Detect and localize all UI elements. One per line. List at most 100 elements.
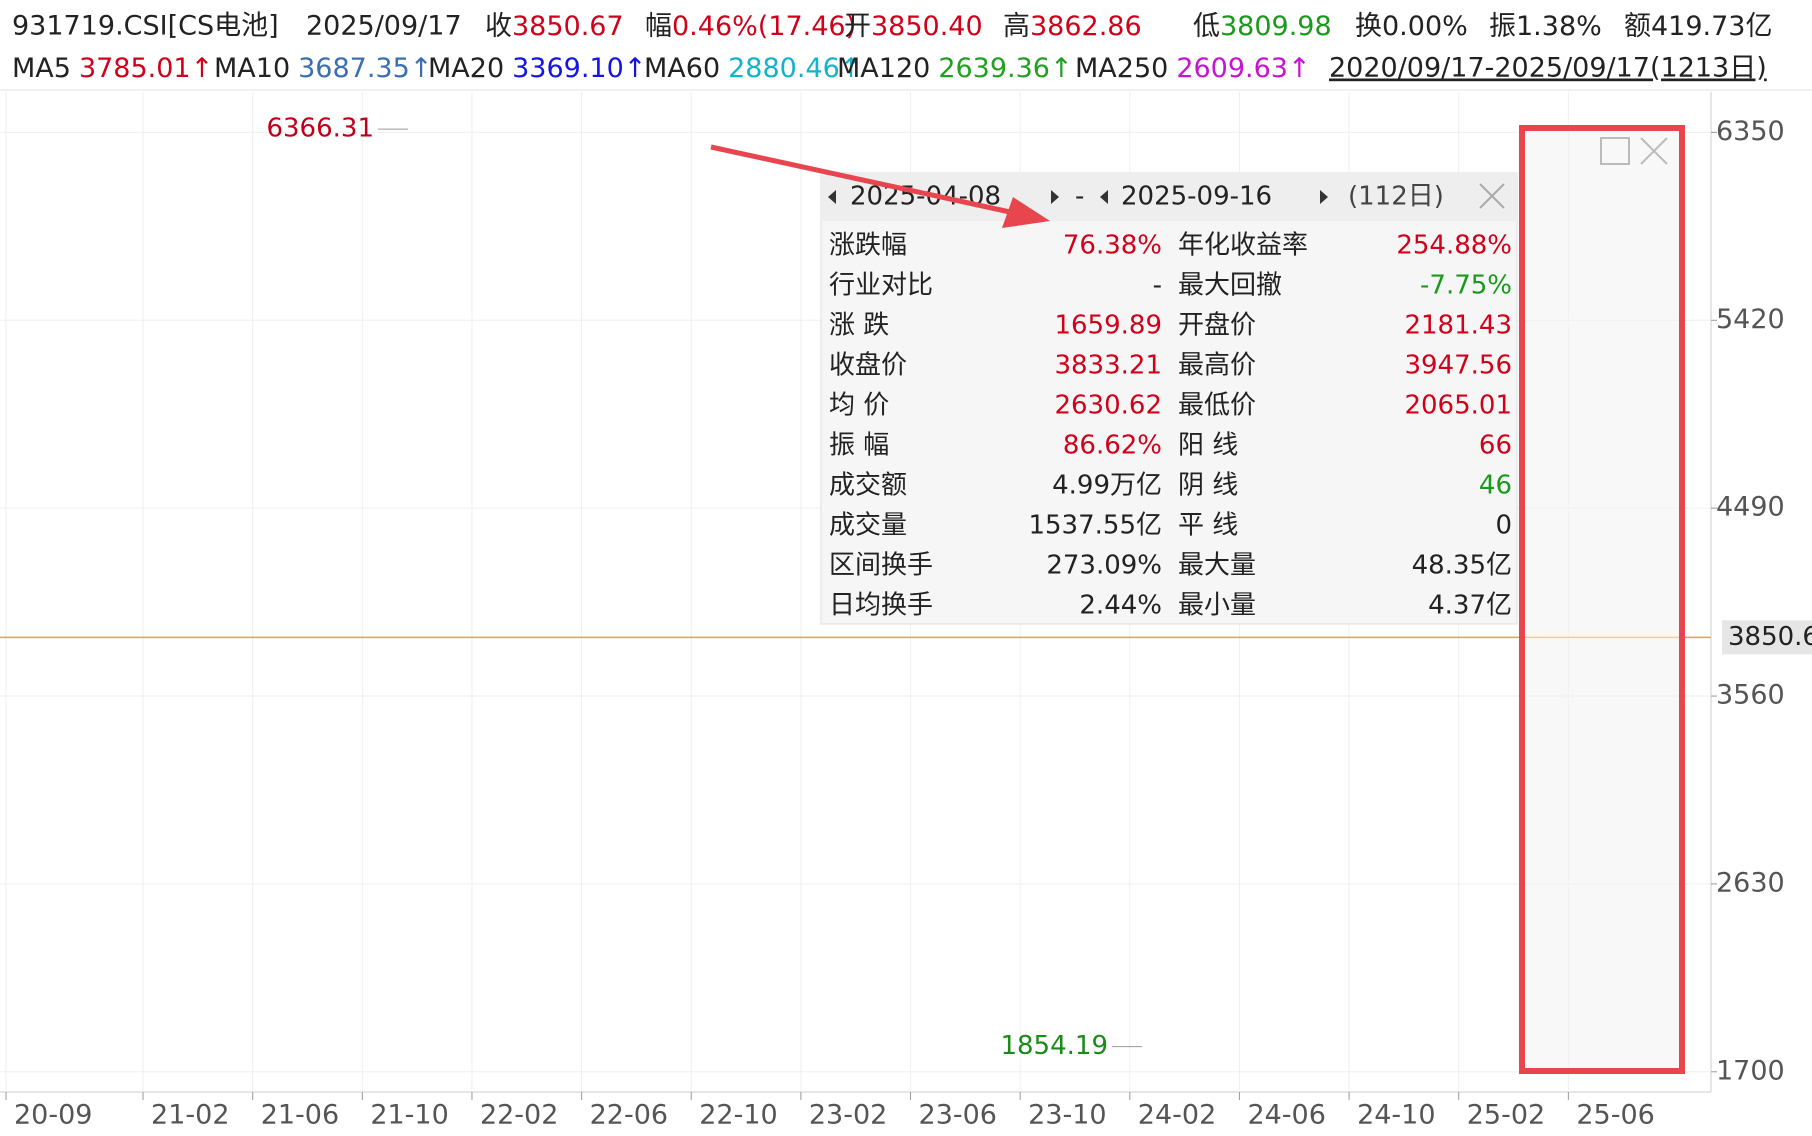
- x-tick-label: 22-06: [590, 1100, 668, 1131]
- quote-label: 高: [1003, 11, 1030, 42]
- ma-name: MA60: [644, 53, 720, 84]
- annotation-arrow: [710, 144, 1050, 228]
- stat-label: 阴 线: [1178, 471, 1238, 501]
- close-icon[interactable]: [1640, 137, 1668, 165]
- stat-value: 1659.89: [1054, 311, 1162, 341]
- quote-item: 开3850.40: [844, 11, 983, 42]
- y-tick-label: 2630: [1716, 867, 1785, 898]
- quote-value: 0.46%(17.46): [672, 11, 856, 42]
- ma-legend: MA20 3369.10↑: [428, 53, 646, 84]
- stat-value: 4.99万亿: [1052, 471, 1162, 501]
- stat-label: 收盘价: [829, 351, 907, 381]
- restore-icon[interactable]: [1600, 137, 1630, 165]
- stat-label: 开盘价: [1178, 311, 1256, 341]
- low-label: 1854.19: [1000, 1031, 1108, 1061]
- quote-item: 振1.38%: [1489, 11, 1602, 42]
- quote-label: 开: [844, 11, 871, 42]
- quote-value: 3862.86: [1030, 11, 1142, 42]
- stat-value: 48.35亿: [1412, 551, 1512, 581]
- stat-value: 66: [1479, 431, 1512, 461]
- quote-date: 2025/09/17: [306, 11, 462, 42]
- date-range[interactable]: 2020/09/17-2025/09/17(1213日): [1329, 53, 1767, 84]
- ma-legend: MA60 2880.46↑: [644, 53, 862, 84]
- x-tick-label: 24-10: [1357, 1100, 1435, 1131]
- ma-value: 3687.35↑: [298, 53, 432, 84]
- quote-label: 收: [485, 11, 512, 42]
- y-tick-label: 6350: [1716, 116, 1785, 147]
- index-code: 931719.CSI[CS电池]: [12, 11, 279, 42]
- stat-label: 日均换手: [829, 591, 933, 621]
- plot: 1700 2630 3560 4490 5420 6350 20-09 21-02 21-06 2…: [0, 92, 1812, 1131]
- panel-close[interactable]: [1479, 183, 1505, 209]
- ma-legend: MA10 3687.35↑: [214, 53, 432, 84]
- x-tick-label: 24-02: [1138, 1100, 1216, 1131]
- stat-label: 成交量: [829, 511, 907, 541]
- x-tick-label: 25-06: [1576, 1100, 1654, 1131]
- x-tick-label: 22-10: [699, 1100, 777, 1131]
- day-count: (112日): [1348, 182, 1444, 212]
- quote-label: 振: [1489, 11, 1516, 42]
- quote-item: 换0.00%: [1355, 11, 1468, 42]
- x-tick-label: 21-10: [370, 1100, 448, 1131]
- stats-panel: 2025-04-08-2025-09-16 (112日)涨跌幅 76.38% 年化收益…: [820, 172, 1518, 625]
- highlight-box: [1519, 125, 1685, 1074]
- stat-label: 最高价: [1178, 351, 1256, 381]
- stat-label: 年化收益率: [1178, 231, 1308, 261]
- stat-value: 3833.21: [1054, 351, 1162, 381]
- ma-name: MA250: [1075, 53, 1168, 84]
- x-tick-label: 20-09: [14, 1100, 92, 1131]
- stat-label: 成交额: [829, 471, 907, 501]
- y-tick-label: 3560: [1716, 680, 1785, 711]
- stat-label: 均 价: [829, 391, 889, 421]
- quote-item: 低3809.98: [1193, 11, 1332, 42]
- x-tick-label: 21-06: [261, 1100, 339, 1131]
- quote-value: 1.38%: [1516, 11, 1602, 42]
- x-tick-label: 23-10: [1028, 1100, 1106, 1131]
- quote-value: 3809.98: [1220, 11, 1332, 42]
- stat-label: 涨 跌: [829, 311, 889, 341]
- ma-legend: MA120 2639.36↑: [837, 53, 1073, 84]
- ma-name: MA10: [214, 53, 290, 84]
- quote-value: 3850.67: [512, 11, 624, 42]
- y-tick-label: 5420: [1716, 304, 1785, 335]
- ma-value: 2880.46↑: [728, 53, 862, 84]
- quote-item: 高3862.86: [1003, 11, 1142, 42]
- high-label: 6366.31: [266, 114, 374, 144]
- stat-value: 4.37亿: [1428, 591, 1512, 621]
- last-price-tag: [1722, 620, 1812, 655]
- stat-value: 1537.55亿: [1028, 511, 1162, 541]
- stat-label: 振 幅: [829, 431, 889, 461]
- quote-label: 低: [1193, 11, 1220, 42]
- ma-name: MA5: [12, 53, 71, 84]
- x-tick-label: 22-02: [480, 1100, 558, 1131]
- stat-label: 阳 线: [1178, 431, 1238, 461]
- y-tick-label: 4490: [1716, 492, 1785, 523]
- y-tick-label: 1700: [1716, 1055, 1785, 1086]
- x-tick-label: 25-02: [1467, 1100, 1545, 1131]
- stat-value: 86.62%: [1063, 431, 1162, 461]
- x-tick-label: 23-02: [809, 1100, 887, 1131]
- quote-item: 收3850.67: [485, 11, 624, 42]
- ma-value: 2639.36↑: [938, 53, 1072, 84]
- quote-label: 额: [1624, 11, 1651, 42]
- ma-legend: MA250 2609.63↑: [1075, 53, 1311, 84]
- stat-label: 最小量: [1178, 591, 1256, 621]
- end-date[interactable]: 2025-09-16: [1121, 182, 1272, 212]
- ma-value: 3785.01↑: [79, 53, 213, 84]
- stat-value: 2630.62: [1054, 391, 1162, 421]
- stat-value: 254.88%: [1396, 231, 1512, 261]
- date-separator: -: [1075, 182, 1084, 212]
- quote-value: 0.00%: [1382, 11, 1468, 42]
- ma-name: MA120: [837, 53, 930, 84]
- x-tick-label: 24-06: [1247, 1100, 1325, 1131]
- panel-frame: [820, 172, 1518, 625]
- stat-value: 46: [1479, 471, 1512, 501]
- overlay: [1519, 125, 1685, 1074]
- quote-item: 幅0.46%(17.46): [645, 11, 856, 42]
- stat-label: 区间换手: [829, 551, 933, 581]
- stat-value: 2065.01: [1404, 391, 1512, 421]
- stat-value: 3947.56: [1404, 351, 1512, 381]
- last-price-label: 3850.6: [1728, 622, 1812, 652]
- ma-name: MA20: [428, 53, 504, 84]
